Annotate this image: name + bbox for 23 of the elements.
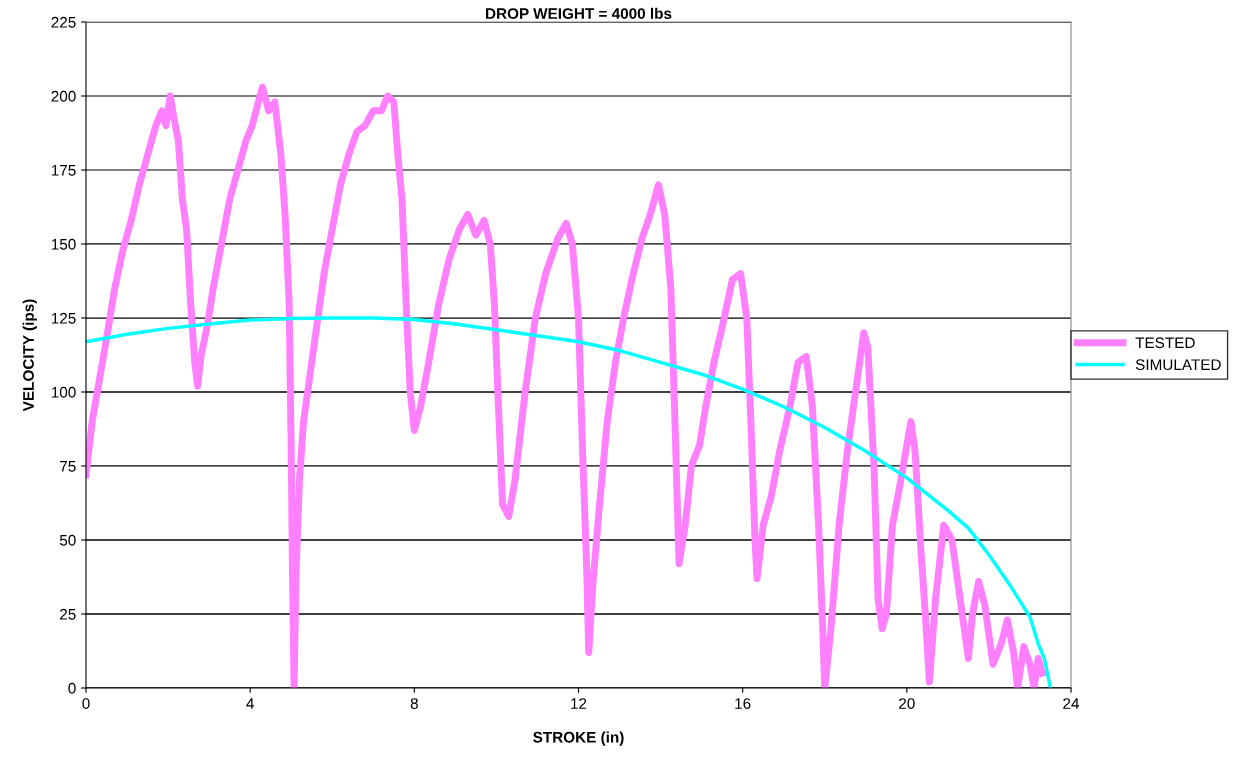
y-tick-label: 200 [51, 90, 76, 102]
y-tick-label: 25 [60, 608, 76, 620]
y-tick-label: 175 [51, 165, 76, 176]
y-tick-label: 125 [51, 312, 76, 324]
y-tick-label: 50 [59, 534, 76, 546]
x-axis-title: STROKE (in) [533, 731, 624, 746]
y-tick-label: 75 [60, 461, 76, 472]
y-tick-label: 150 [51, 238, 76, 250]
x-tick-label: 24 [1063, 698, 1080, 709]
y-axis-title: VELOCITY (ips) [22, 299, 37, 412]
x-tick-label: 16 [735, 698, 751, 709]
x-tick-label: 8 [410, 698, 418, 709]
legend-label: SIMULATED [1135, 359, 1221, 371]
y-tick-label: 100 [51, 386, 76, 398]
chart-title: DROP WEIGHT = 4000 lbs [486, 7, 672, 19]
y-tick-label: 0 [68, 682, 76, 694]
x-tick-label: 20 [899, 698, 915, 709]
x-tick-label: 4 [246, 698, 254, 709]
x-tick-label: 0 [82, 698, 90, 709]
line-series [86, 316, 1053, 688]
x-tick-label: 12 [571, 698, 587, 709]
y-tick-label: 225 [51, 16, 76, 28]
legend-label: TESTED [1135, 337, 1195, 349]
